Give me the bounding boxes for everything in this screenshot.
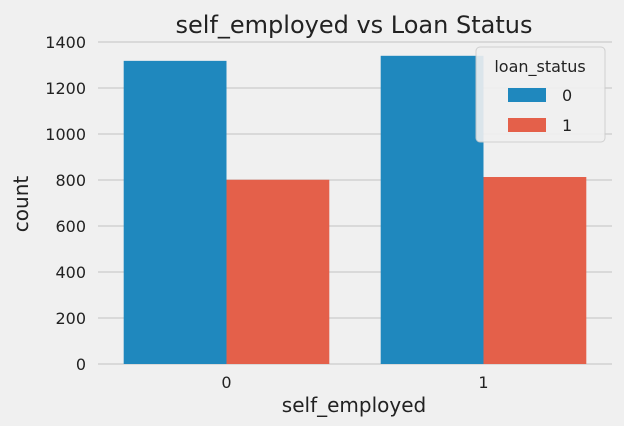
legend: loan_status 0 1: [475, 46, 606, 143]
y-tick-labels: 0 200 400 600 800 1000 1200 1400: [45, 33, 86, 374]
y-tick-label: 800: [55, 171, 86, 190]
y-tick-label: 0: [76, 355, 86, 374]
y-tick-label: 1000: [45, 125, 86, 144]
bar-1-series-1: [483, 177, 587, 364]
y-tick-label: 200: [55, 309, 86, 328]
y-tick-label: 1400: [45, 33, 86, 52]
legend-swatch: [508, 118, 546, 132]
x-tick-label: 0: [221, 373, 231, 392]
x-tick-label: 1: [478, 373, 488, 392]
legend-swatch: [508, 88, 546, 102]
bars: [123, 55, 587, 365]
chart-title: self_employed vs Loan Status: [176, 11, 533, 39]
x-axis-label: self_employed: [282, 393, 426, 417]
legend-title: loan_status: [494, 57, 585, 77]
legend-entry: 1: [562, 116, 572, 135]
y-tick-label: 400: [55, 263, 86, 282]
y-tick-label: 1200: [45, 79, 86, 98]
bar-0-series-1: [226, 179, 330, 364]
y-tick-label: 600: [55, 217, 86, 236]
legend-entry: 0: [562, 86, 572, 105]
bar-1-series-0: [380, 55, 484, 365]
y-axis-label: count: [9, 176, 33, 233]
bar-0-series-0: [123, 60, 227, 365]
